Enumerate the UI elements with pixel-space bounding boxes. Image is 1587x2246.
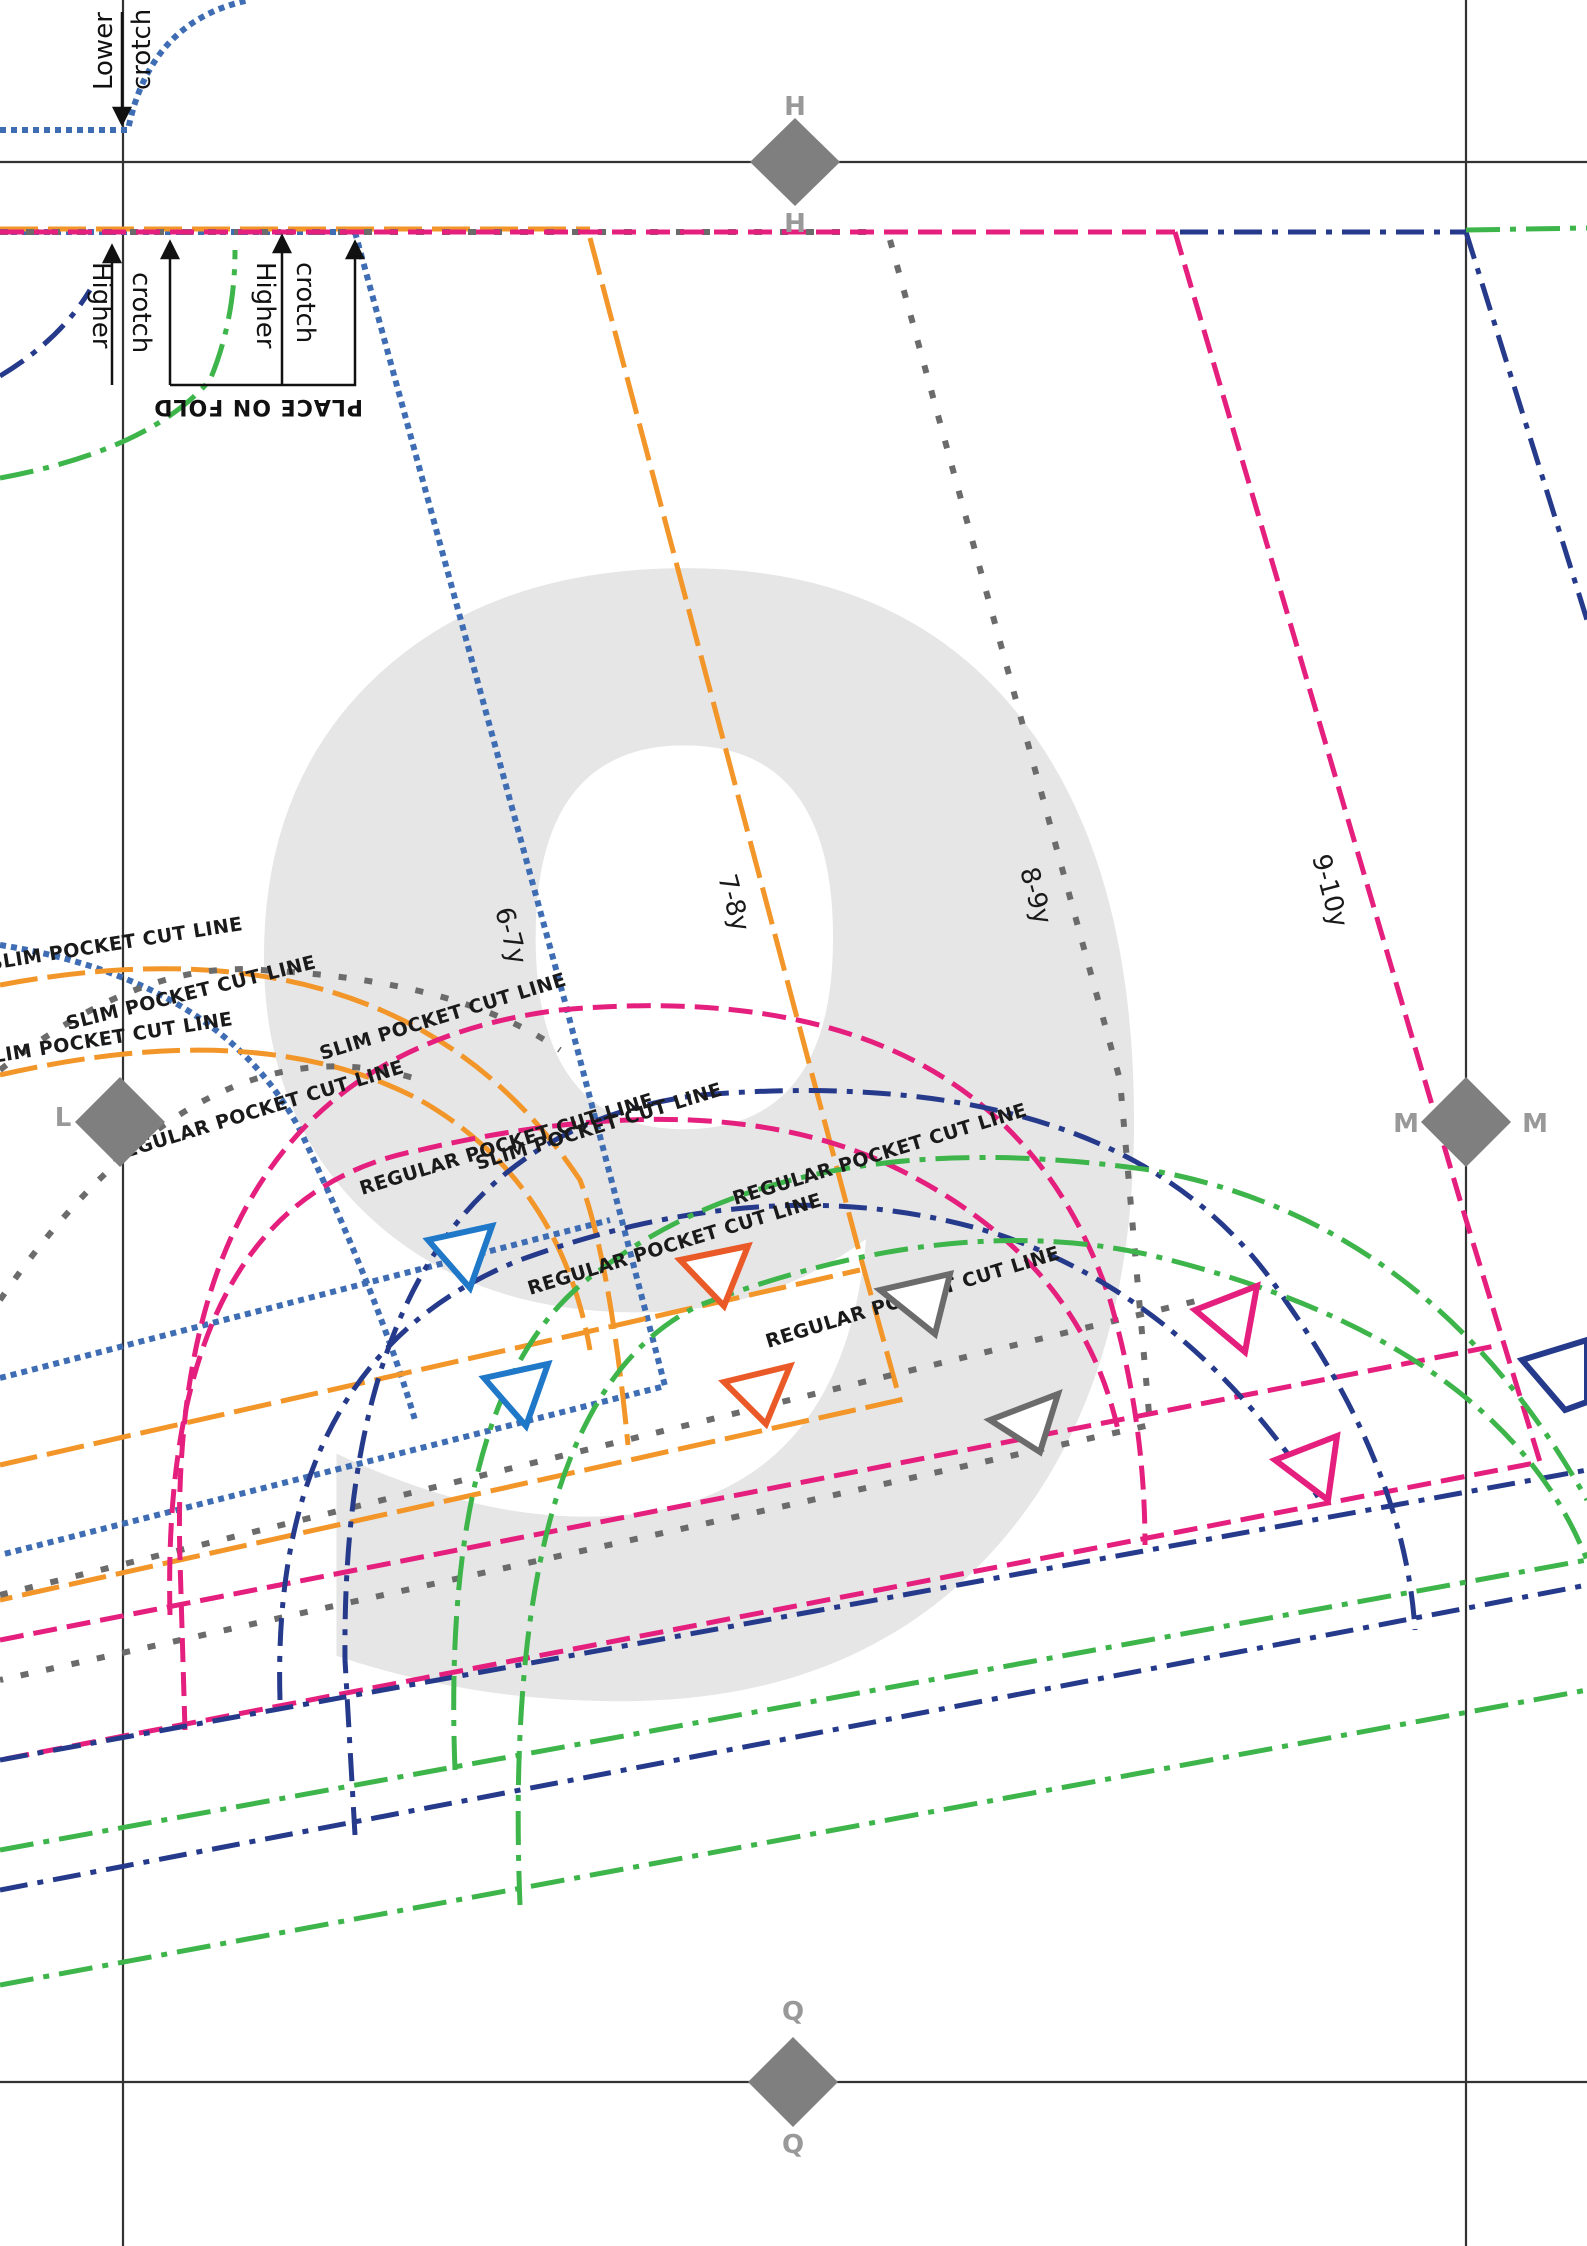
size-10-11y-lines — [0, 229, 1587, 1893]
reg-mark-m-left: M — [1393, 1109, 1419, 1139]
reg-mark-l: L — [55, 1103, 72, 1133]
place-on-fold-label: PLACE ON FOLD — [153, 394, 363, 419]
higher-crotch-b-line2: crotch — [290, 262, 320, 343]
size-9-10y-lines — [0, 229, 1544, 1763]
size-11-12y-lines — [0, 225, 1587, 1988]
higher-crotch-a-line2: crotch — [126, 272, 156, 353]
reg-mark-h-top: H — [784, 92, 806, 122]
lower-crotch-line2: crotch — [127, 9, 157, 90]
higher-crotch-b-line1: Higher — [250, 262, 280, 349]
reg-mark-q-bottom: Q — [782, 2130, 804, 2160]
arrow-down-icon — [111, 12, 133, 127]
place-on-fold-bracket — [101, 233, 366, 387]
reg-mark-h-bottom: H — [784, 209, 806, 239]
lower-crotch-line1: Lower — [89, 12, 119, 90]
reg-mark-q-top: Q — [782, 1997, 804, 2027]
registration-diamond-icon — [75, 118, 1511, 2127]
size-label-9-10y: 9-10y — [1305, 851, 1353, 931]
reg-mark-m-right: M — [1522, 1109, 1548, 1139]
notch-triangle-icon — [422, 1221, 1587, 1506]
